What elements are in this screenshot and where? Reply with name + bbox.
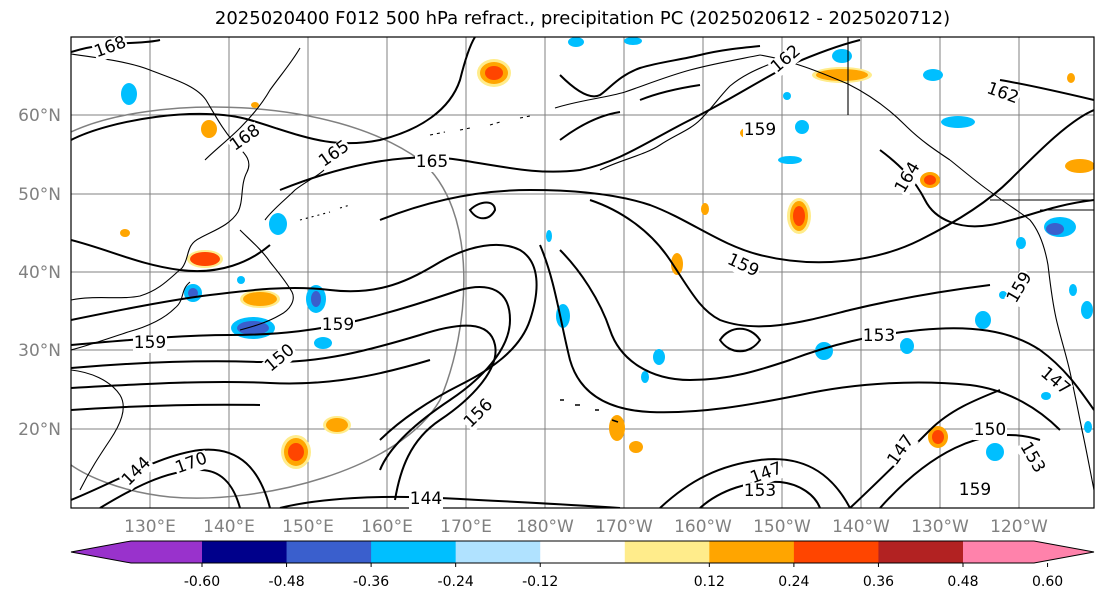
precipitation-shading xyxy=(120,37,1094,469)
colorbar-tick-label: -0.24 xyxy=(438,574,474,590)
longitude-label: 130°W xyxy=(911,517,969,537)
contour-label-bg xyxy=(747,459,786,489)
contour-label: 159 xyxy=(134,333,166,353)
longitude-labels: 130°E 140°E 150°E 160°E 170°E 180°W 170°W 160°W… xyxy=(124,517,1048,537)
longitude-label: 140°E xyxy=(203,517,255,537)
colorbar-segment xyxy=(202,541,288,563)
colorbar-tick-label: 0.24 xyxy=(778,574,809,590)
contour-label-bg xyxy=(315,137,354,172)
latitude-label: 60°N xyxy=(18,106,61,126)
contour-label: 165 xyxy=(416,152,448,172)
contour-label-bg xyxy=(409,491,443,509)
longitude-label: 180°W xyxy=(516,517,574,537)
latitude-label: 20°N xyxy=(18,420,61,440)
contour-label-bg xyxy=(1004,268,1037,308)
longitude-label: 130°E xyxy=(124,517,176,537)
latitude-label: 50°N xyxy=(18,185,61,205)
contour-label: 159 xyxy=(322,315,354,335)
contour-label-bg xyxy=(118,453,156,491)
colorbar-segment xyxy=(878,541,964,563)
contour-label-bg xyxy=(958,482,992,500)
contour-label-bg xyxy=(172,449,211,479)
longitude-label: 170°W xyxy=(595,517,653,537)
contour-label-bg xyxy=(321,317,355,335)
longitude-label: 160°E xyxy=(361,517,413,537)
longitude-label: 150°W xyxy=(753,517,811,537)
colorbar-segment xyxy=(793,541,879,563)
colorbar-segment xyxy=(709,541,795,563)
longitude-label: 160°W xyxy=(674,517,732,537)
colorbar-tick-label: -0.60 xyxy=(184,574,220,590)
colorbar-tick-label: 0.12 xyxy=(694,574,725,590)
colorbar xyxy=(70,540,1095,564)
contour-label: 150 xyxy=(974,420,1006,440)
colorbar-tick-label: -0.36 xyxy=(353,574,389,590)
latitude-label: 40°N xyxy=(18,263,61,283)
colorbar-tick-label: 0.60 xyxy=(1032,574,1063,590)
contour-label-bg xyxy=(973,422,1007,440)
contour-label-bg xyxy=(767,42,806,78)
refractivity-contours xyxy=(71,37,1094,508)
contour-label-bg xyxy=(983,79,1022,109)
contour-label-bg xyxy=(460,395,498,433)
colorbar-tick-label: 0.36 xyxy=(863,574,894,590)
longitude-label: 150°E xyxy=(282,517,334,537)
graticule xyxy=(71,37,1094,508)
coastlines xyxy=(71,37,1094,491)
contour-label: 153 xyxy=(744,481,776,501)
contour-label-bg xyxy=(261,341,300,377)
contour-label-bg xyxy=(884,431,919,470)
range-circle xyxy=(71,106,465,499)
contour-label-bg xyxy=(226,121,265,156)
map-title: 2025020400 F012 500 hPa refract., precip… xyxy=(214,8,951,29)
colorbar-tick-label: -0.48 xyxy=(268,574,304,590)
colorbar-segment xyxy=(286,541,372,563)
map-frame xyxy=(70,36,1095,509)
contour-label-bg xyxy=(743,483,777,501)
contour-label-bg xyxy=(892,158,925,198)
contour-label-bg xyxy=(723,251,762,282)
contour-label-bg xyxy=(1035,364,1074,400)
colorbar-segment xyxy=(963,541,1094,563)
colorbar-ticks: -0.60 -0.48 -0.36 -0.24 -0.12 0.12 0.24 0.36 0.4… xyxy=(184,563,1063,590)
contour-label-bg xyxy=(415,154,449,172)
longitude-label: 120°W xyxy=(990,517,1048,537)
contour-label-bg xyxy=(743,122,777,140)
colorbar-tick-label: 0.48 xyxy=(947,574,978,590)
colorbar-segment xyxy=(455,541,541,563)
colorbar-segment xyxy=(624,541,710,563)
contour-label: 144 xyxy=(410,489,442,509)
longitude-label: 140°W xyxy=(832,517,890,537)
contour-label: 159 xyxy=(744,120,776,140)
contour-label: 153 xyxy=(863,326,895,346)
contour-label-bg xyxy=(862,328,896,346)
latitude-labels: 60°N 50°N 40°N 30°N 20°N xyxy=(18,106,61,440)
contour-label: 159 xyxy=(959,480,991,500)
colorbar-segment xyxy=(540,541,626,563)
contour-label-bg xyxy=(91,33,130,63)
latitude-label: 30°N xyxy=(18,341,61,361)
longitude-label: 170°E xyxy=(440,517,492,537)
colorbar-outline xyxy=(70,540,1095,564)
colorbar-segment xyxy=(71,541,202,563)
contour-label-bg xyxy=(1015,438,1048,478)
contour-label-bg xyxy=(133,335,167,353)
colorbar-segment xyxy=(371,541,457,563)
colorbar-tick-label: -0.12 xyxy=(522,574,558,590)
